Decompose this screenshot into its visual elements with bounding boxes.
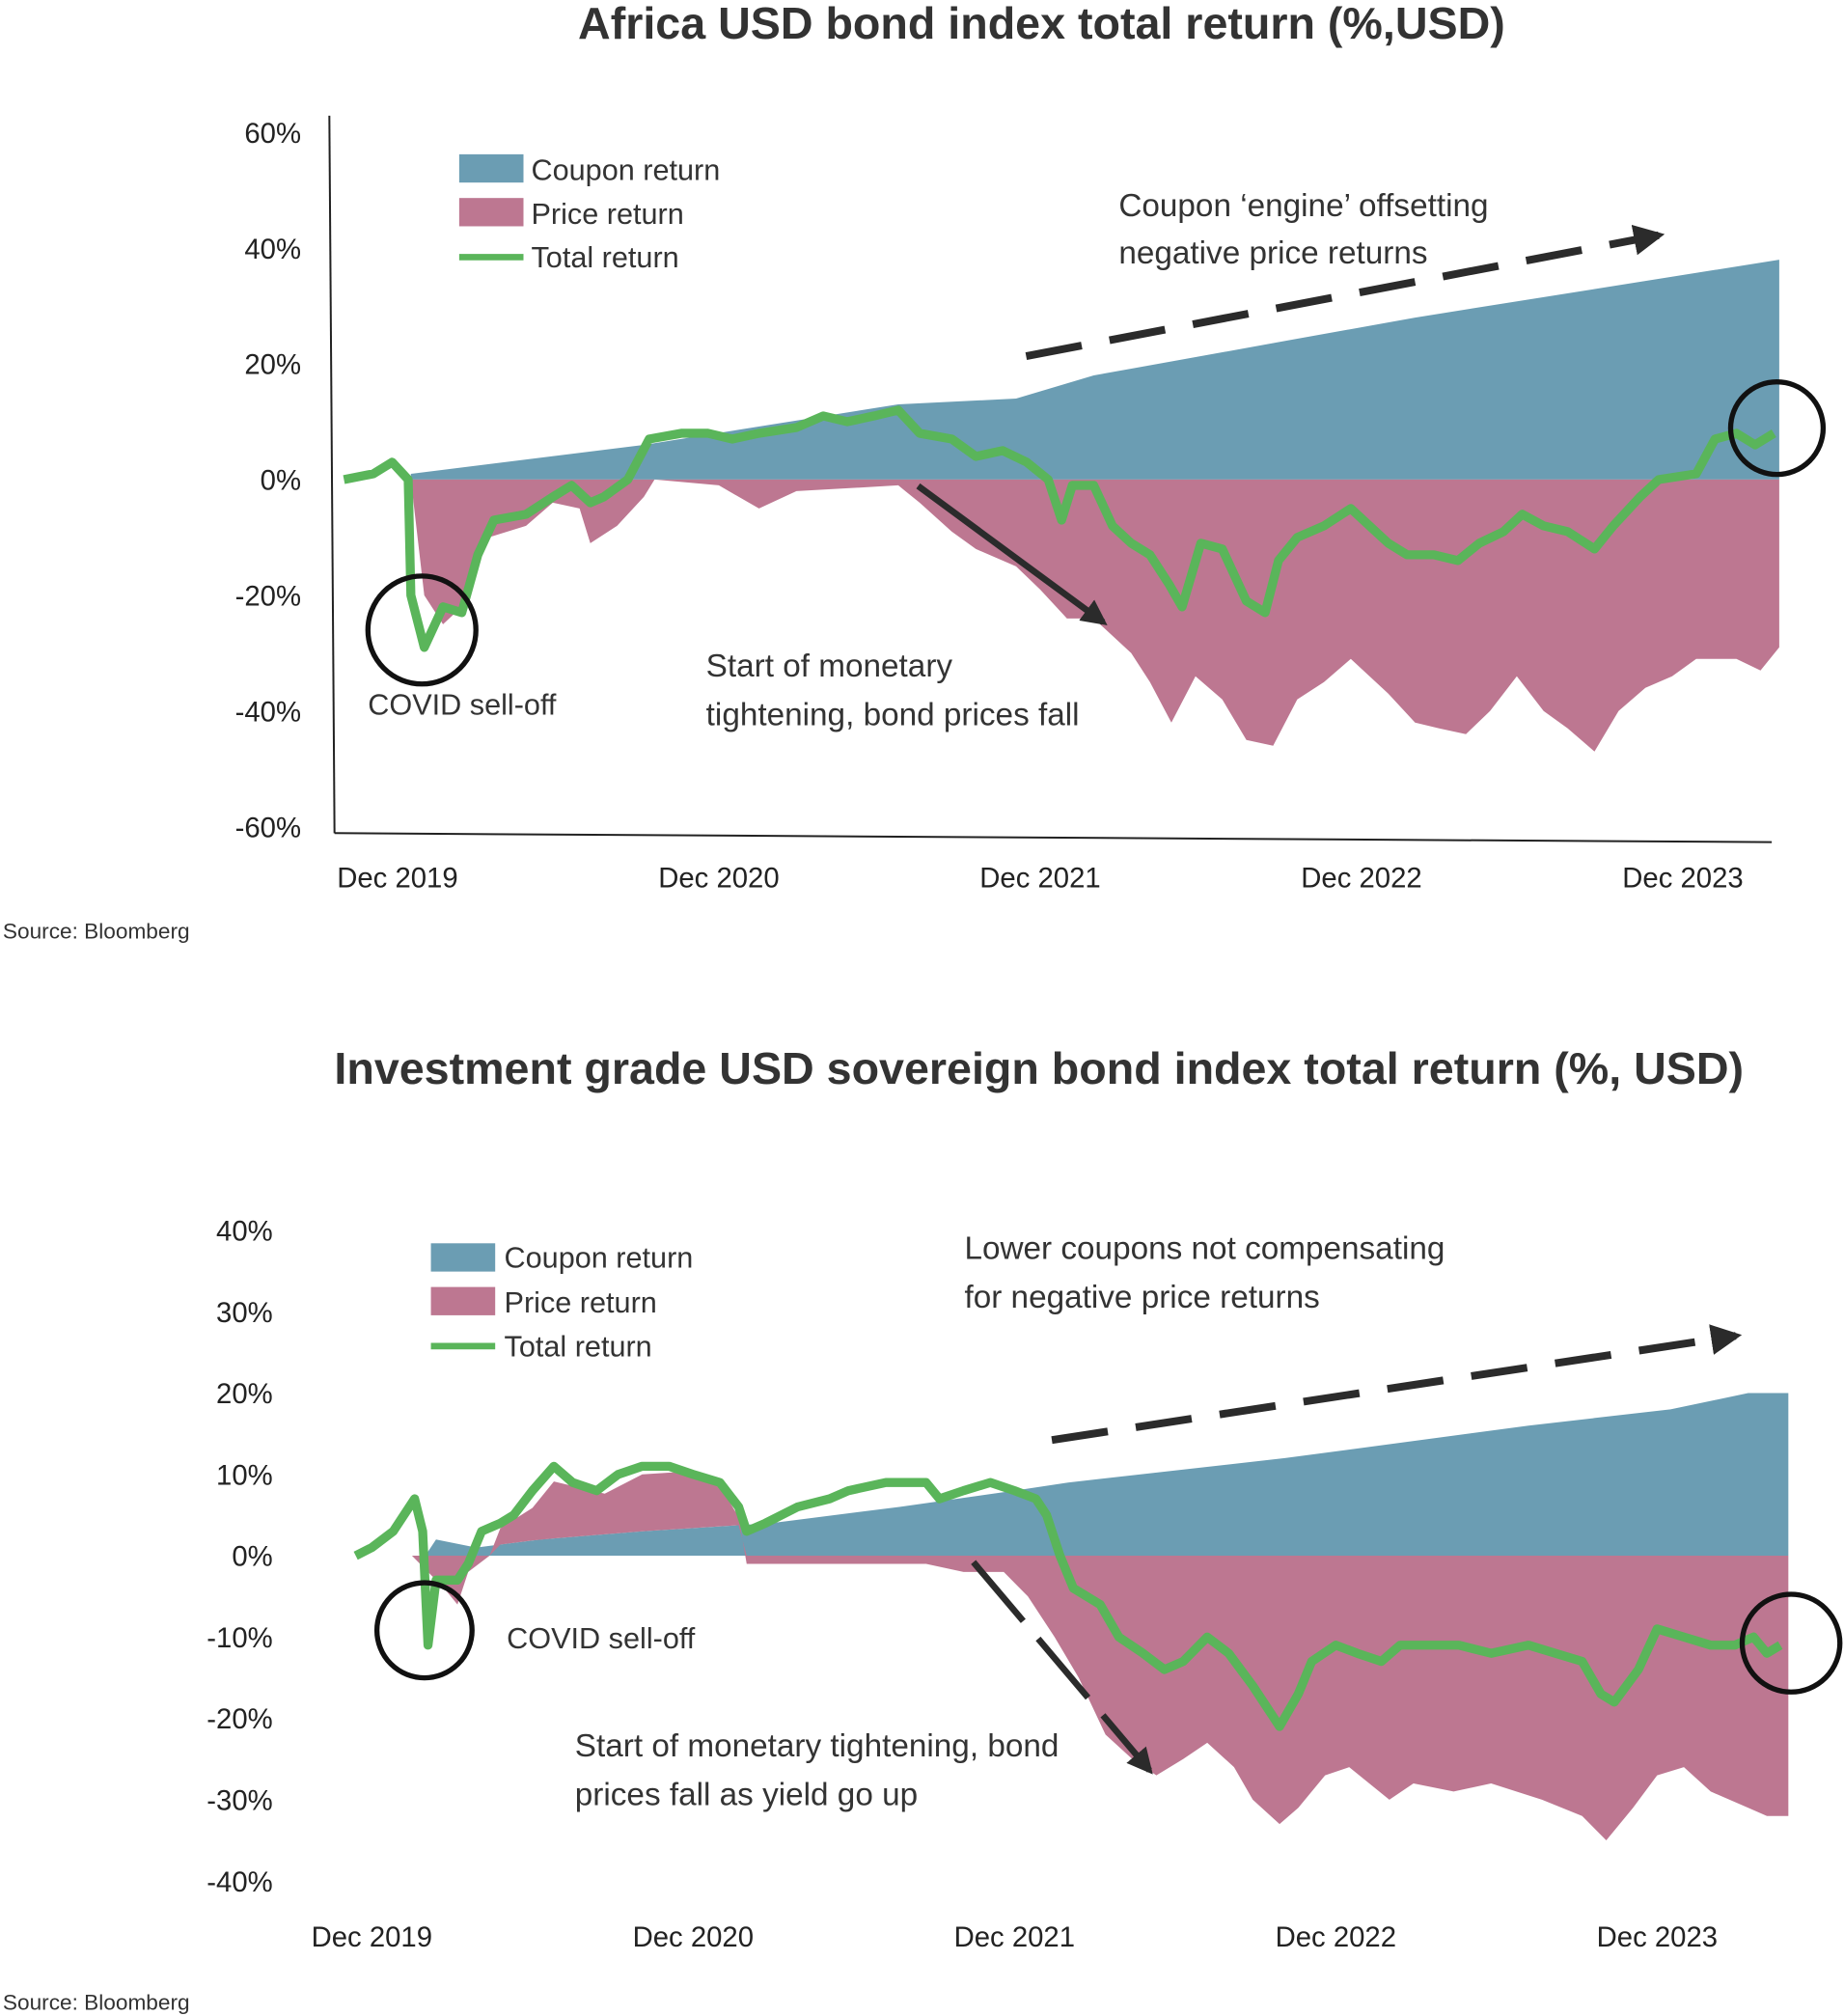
chart-title: Africa USD bond index total return (%,US… — [578, 0, 1505, 48]
x-tick-label: Dec 2022 — [1301, 862, 1421, 894]
circle-covid — [365, 573, 479, 687]
y-tick-label: -60% — [235, 812, 301, 843]
y-tick-label: -40% — [235, 696, 301, 728]
source-label: Source: Bloomberg — [3, 920, 190, 944]
x-tick-label: Dec 2020 — [633, 1921, 754, 1953]
legend: Coupon return Price return Total return — [458, 153, 720, 274]
circle-latest — [1727, 379, 1827, 478]
legend-swatch-price — [430, 1286, 496, 1315]
annotation-tightening-line2: prices fall as yield go up — [575, 1778, 918, 1813]
y-tick-label: -40% — [206, 1866, 272, 1898]
x-tick-label: Dec 2021 — [979, 862, 1100, 894]
coupon-return-area — [410, 260, 1779, 480]
legend-label-price: Price return — [531, 198, 683, 231]
annotation-tightening-line2: tightening, bond prices fall — [706, 697, 1080, 732]
x-tick-label: Dec 2020 — [658, 862, 779, 894]
arrow-tightening — [971, 1560, 1153, 1775]
x-tick-label: Dec 2019 — [337, 862, 457, 894]
y-tick-label: 60% — [244, 118, 301, 150]
x-tick-label: Dec 2023 — [1597, 1921, 1718, 1953]
legend-swatch-coupon — [458, 153, 524, 183]
x-tick-label: Dec 2021 — [954, 1921, 1075, 1953]
circle-latest — [1739, 1591, 1843, 1695]
annotation-coupon-line1: Coupon ‘engine’ offsetting — [1118, 188, 1488, 224]
y-tick-label: 10% — [216, 1459, 273, 1491]
annotation-covid: COVID sell-off — [507, 1622, 696, 1655]
legend-label-price: Price return — [505, 1286, 657, 1319]
legend: Coupon return Price return Total return — [430, 1242, 694, 1364]
y-tick-label: 20% — [216, 1378, 273, 1410]
x-axis — [334, 832, 1773, 843]
annotation-covid: COVID sell-off — [368, 689, 557, 722]
legend-label-coupon: Coupon return — [531, 154, 720, 187]
y-tick-label: 20% — [244, 349, 301, 381]
annotation-coupon-line1: Lower coupons not compensating — [964, 1230, 1445, 1266]
annotation-coupon-line2: negative price returns — [1118, 235, 1427, 271]
legend-swatch-price — [458, 198, 524, 227]
total-return-line — [343, 405, 1776, 652]
y-tick-label: -10% — [206, 1622, 272, 1654]
dashed-arrow-coupon — [1051, 1324, 1743, 1445]
total-return-line — [353, 1461, 1783, 1731]
y-tick-label: -30% — [206, 1785, 272, 1817]
chart-africa: Africa USD bond index total return (%,US… — [3, 0, 1827, 944]
x-tick-label: Dec 2019 — [312, 1921, 432, 1953]
plot-area — [343, 260, 1779, 752]
price-return-area — [355, 1472, 1789, 1840]
annotation-tightening-line1: Start of monetary tightening, bond — [575, 1728, 1060, 1764]
circle-covid — [373, 1580, 475, 1681]
x-tick-label: Dec 2023 — [1622, 862, 1743, 894]
source-label: Source: Bloomberg — [3, 1990, 190, 2014]
dashed-arrow-coupon — [1025, 224, 1665, 360]
y-tick-label: 40% — [244, 234, 301, 265]
chart-investment-grade: Investment grade USD sovereign bond inde… — [3, 1043, 1843, 2014]
x-tick-label: Dec 2022 — [1276, 1921, 1396, 1953]
y-tick-label: 40% — [216, 1216, 273, 1248]
chart-title: Investment grade USD sovereign bond inde… — [334, 1043, 1744, 1093]
y-axis — [328, 115, 336, 834]
legend-label-total: Total return — [505, 1331, 652, 1364]
arrow-tightening — [916, 483, 1108, 625]
legend-label-total: Total return — [531, 241, 678, 274]
y-tick-label: 30% — [216, 1297, 273, 1329]
annotation-tightening-line1: Start of monetary — [706, 649, 953, 684]
legend-label-coupon: Coupon return — [505, 1242, 694, 1275]
annotation-coupon-line2: for negative price returns — [964, 1280, 1319, 1315]
coupon-return-area — [425, 1393, 1789, 1557]
y-tick-label: -20% — [235, 580, 301, 612]
y-tick-label: 0% — [261, 465, 301, 497]
y-tick-label: 0% — [232, 1541, 272, 1573]
legend-swatch-coupon — [430, 1243, 496, 1272]
y-tick-label: -20% — [206, 1703, 272, 1735]
plot-area — [353, 1393, 1789, 1840]
